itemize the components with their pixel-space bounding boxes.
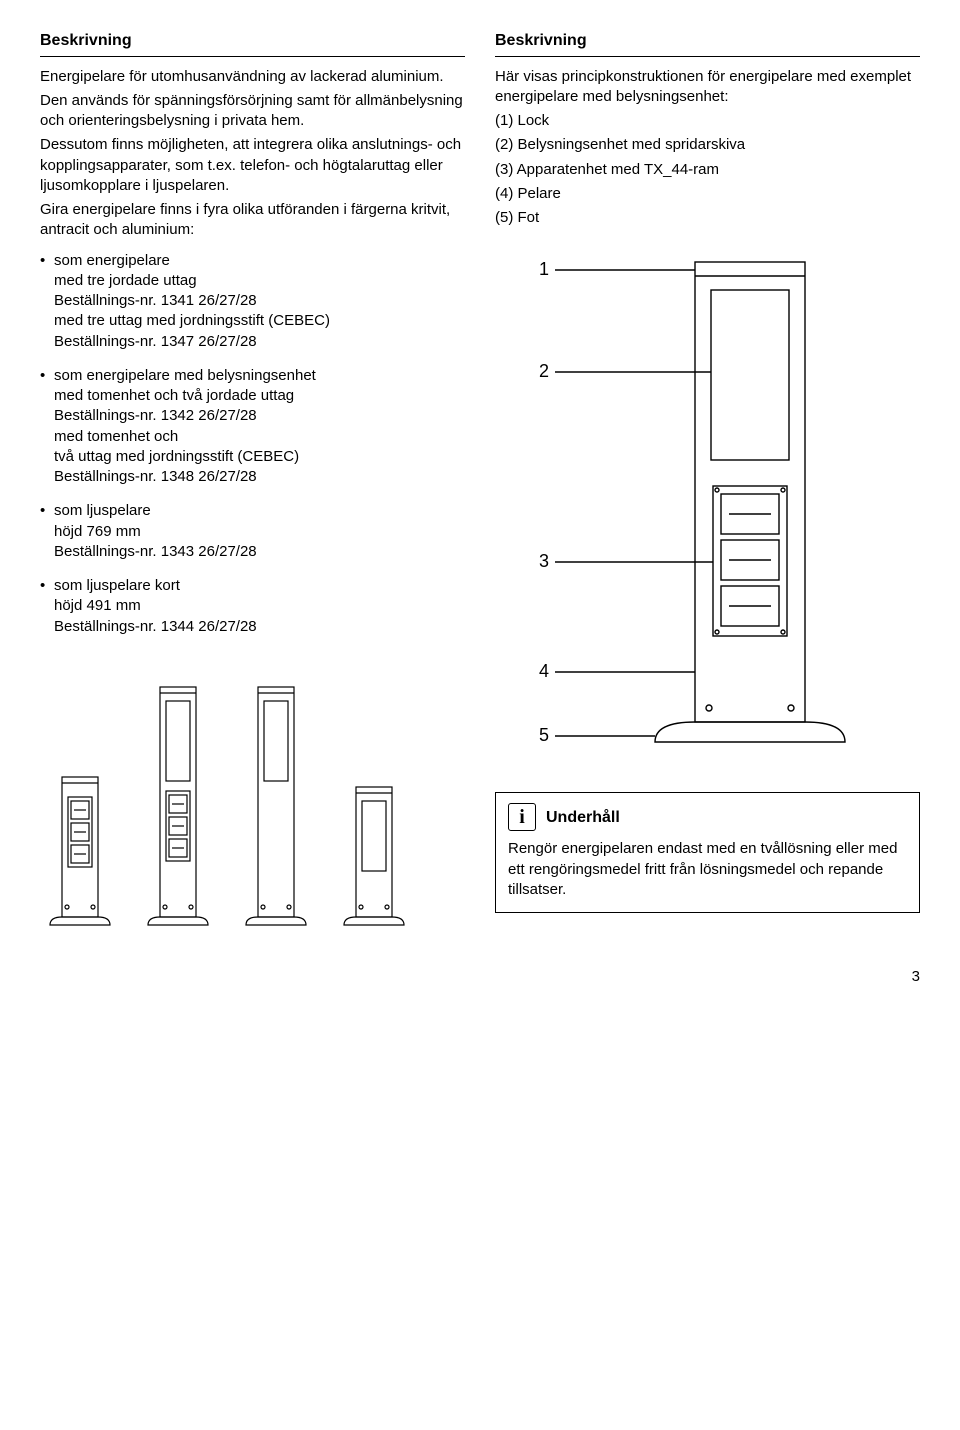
main-diagram: 1 2 3 4 5 — [495, 242, 920, 762]
page-number: 3 — [40, 967, 920, 987]
label-3: 3 — [539, 551, 549, 571]
left-heading: Beskrivning — [40, 30, 465, 57]
v2-l2: med tomenhet och två jordade uttag — [54, 386, 465, 406]
v2-l3: Beställnings-nr. 1342 26/27/28 — [54, 406, 465, 426]
variant-3: som ljuspelare höjd 769 mm Beställnings-… — [40, 501, 465, 562]
variant-4: som ljuspelare kort höjd 491 mm Beställn… — [40, 576, 465, 637]
info-text: Rengör energipelaren endast med en tvåll… — [508, 839, 907, 900]
v2-l5: två uttag med jordningsstift (CEBEC) — [54, 447, 465, 467]
info-box: i Underhåll Rengör energipelaren endast … — [495, 792, 920, 913]
right-heading: Beskrivning — [495, 30, 920, 57]
pillar-c-icon — [236, 677, 316, 937]
v2-l6: Beställnings-nr. 1348 26/27/28 — [54, 467, 465, 487]
right-item-3: (3) Apparatenhet med TX_44-ram — [495, 160, 920, 180]
v2-l4: med tomenhet och — [54, 427, 465, 447]
v4-l2: höjd 491 mm — [54, 596, 465, 616]
pillar-d-icon — [334, 777, 414, 937]
pillar-b-icon — [138, 677, 218, 937]
v3-l1: som ljuspelare — [54, 501, 465, 521]
v4-l3: Beställnings-nr. 1344 26/27/28 — [54, 617, 465, 637]
label-4: 4 — [539, 661, 549, 681]
left-p1: Energipelare för utomhusanvändning av la… — [40, 67, 465, 87]
small-pillars — [40, 677, 465, 937]
v1-l1: som energipelare — [54, 251, 465, 271]
left-p2: Den används för spänningsförsörjning sam… — [40, 91, 465, 132]
right-item-5: (5) Fot — [495, 208, 920, 228]
info-header: i Underhåll — [508, 803, 907, 831]
v1-l3: Beställnings-nr. 1341 26/27/28 — [54, 291, 465, 311]
label-5: 5 — [539, 725, 549, 745]
label-1: 1 — [539, 259, 549, 279]
info-title: Underhåll — [546, 807, 620, 829]
variant-1: som energipelare med tre jordade uttag B… — [40, 251, 465, 352]
v3-l3: Beställnings-nr. 1343 26/27/28 — [54, 542, 465, 562]
v3-l2: höjd 769 mm — [54, 522, 465, 542]
variant-2: som energipelare med belysningsenhet med… — [40, 366, 465, 488]
pillar-a-icon — [40, 757, 120, 937]
left-column: Beskrivning Energipelare för utomhusanvä… — [40, 30, 465, 937]
right-intro: Här visas principkonstruktionen för ener… — [495, 67, 920, 108]
v1-l5: Beställnings-nr. 1347 26/27/28 — [54, 332, 465, 352]
right-item-4: (4) Pelare — [495, 184, 920, 204]
right-item-1: (1) Lock — [495, 111, 920, 131]
v1-l4: med tre uttag med jordningsstift (CEBEC) — [54, 311, 465, 331]
v2-l1: som energipelare med belysningsenhet — [54, 366, 465, 386]
right-item-2: (2) Belysningsenhet med spridarskiva — [495, 135, 920, 155]
info-icon: i — [508, 803, 536, 831]
v4-l1: som ljuspelare kort — [54, 576, 465, 596]
right-column: Beskrivning Här visas principkonstruktio… — [495, 30, 920, 937]
variants-list: som energipelare med tre jordade uttag B… — [40, 251, 465, 637]
page-columns: Beskrivning Energipelare för utomhusanvä… — [40, 30, 920, 937]
left-p3: Dessutom finns möjligheten, att integrer… — [40, 135, 465, 196]
label-2: 2 — [539, 361, 549, 381]
left-p4: Gira energipelare finns i fyra olika utf… — [40, 200, 465, 241]
v1-l2: med tre jordade uttag — [54, 271, 465, 291]
